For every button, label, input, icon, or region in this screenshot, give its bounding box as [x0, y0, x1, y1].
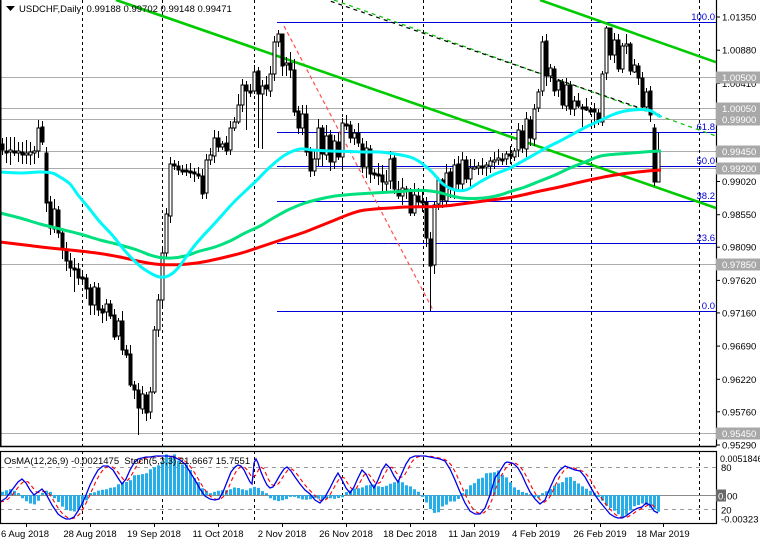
svg-text:0.99450: 0.99450: [722, 147, 756, 158]
svg-text:50.0: 50.0: [697, 156, 716, 167]
svg-text:0.97160: 0.97160: [722, 308, 756, 319]
svg-text:80: 80: [721, 463, 732, 474]
svg-text:2 Nov 2018: 2 Nov 2018: [258, 529, 307, 540]
svg-text:28 Aug 2018: 28 Aug 2018: [63, 529, 116, 540]
svg-text:0.: 0.: [718, 492, 726, 503]
svg-text:19 Sep 2018: 19 Sep 2018: [127, 529, 181, 540]
svg-text:0.98090: 0.98090: [722, 243, 756, 254]
svg-text:26 Feb 2019: 26 Feb 2019: [573, 529, 626, 540]
svg-text:0.99020: 0.99020: [722, 177, 756, 188]
svg-text:OsMA(12,26,9) -0.0021475 Stoc: OsMA(12,26,9) -0.0021475 Stoch(5,3,3) 21…: [4, 456, 250, 467]
svg-text:0.97620: 0.97620: [722, 276, 756, 287]
svg-text:0.99900: 0.99900: [722, 115, 756, 126]
svg-text:4 Feb 2019: 4 Feb 2019: [512, 529, 560, 540]
svg-text:0.0: 0.0: [702, 301, 715, 312]
svg-text:0.96690: 0.96690: [722, 342, 756, 353]
svg-text:0.95290: 0.95290: [722, 441, 756, 452]
svg-text:23.6: 23.6: [697, 233, 716, 244]
svg-text:0.97850: 0.97850: [722, 260, 756, 271]
svg-text:38.2: 38.2: [697, 191, 716, 202]
svg-text:0.95450: 0.95450: [722, 429, 756, 440]
svg-text:1.00880: 1.00880: [722, 46, 756, 57]
svg-text:18 Mar 2019: 18 Mar 2019: [636, 529, 689, 540]
svg-text:61.8: 61.8: [697, 122, 716, 133]
svg-text:11 Jan 2019: 11 Jan 2019: [448, 529, 500, 540]
svg-text:1.00410: 1.00410: [722, 79, 756, 90]
svg-text:1.00050: 1.00050: [722, 104, 756, 115]
svg-text:20: 20: [721, 506, 732, 517]
svg-text:11 Oct 2018: 11 Oct 2018: [192, 529, 243, 540]
svg-text:0.96220: 0.96220: [722, 375, 756, 386]
svg-text:18 Dec 2018: 18 Dec 2018: [383, 529, 437, 540]
svg-text:1.00500: 1.00500: [722, 73, 756, 84]
svg-text:0.0051846: 0.0051846: [720, 454, 760, 464]
svg-text:0.99200: 0.99200: [722, 164, 756, 175]
svg-text:-0.00323: -0.00323: [721, 515, 759, 526]
svg-text:1.01350: 1.01350: [722, 13, 756, 24]
svg-text:0.95760: 0.95760: [722, 407, 756, 418]
svg-text:00: 00: [727, 492, 738, 503]
svg-text:6 Aug 2018: 6 Aug 2018: [1, 529, 49, 540]
svg-text:100.0: 100.0: [691, 12, 715, 23]
svg-text:USDCHF,Daily 0.99188 0.99702: USDCHF,Daily 0.99188 0.99702 0.99148 0.9…: [19, 4, 232, 15]
svg-text:26 Nov 2018: 26 Nov 2018: [319, 529, 373, 540]
svg-text:0.98550: 0.98550: [722, 210, 756, 221]
